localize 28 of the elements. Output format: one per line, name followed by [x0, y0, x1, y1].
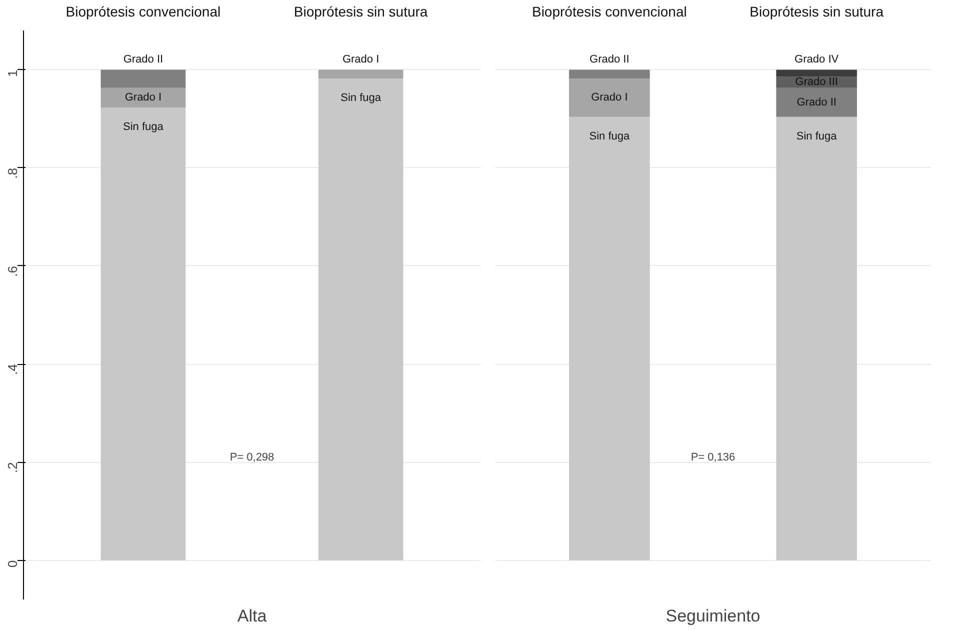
text: Sin fuga	[340, 92, 382, 104]
series-label: Grado IV	[794, 54, 840, 66]
y-tick-label: 0	[5, 560, 20, 568]
series-label: Grado I	[124, 92, 162, 104]
text: Grado II	[796, 96, 836, 108]
text: Sin fuga	[796, 130, 837, 142]
x-axis-title: Seguimiento	[666, 606, 760, 626]
bar	[569, 70, 650, 79]
series-label: Grado III	[795, 76, 838, 88]
series-label: Sin fuga	[589, 130, 630, 142]
bar	[776, 70, 857, 77]
bar	[776, 88, 857, 117]
y-tick-label: .8	[5, 168, 20, 179]
bar	[569, 78, 650, 117]
series-label: Grado II	[123, 54, 164, 66]
series-label: Grado I	[591, 92, 628, 104]
bar	[776, 116, 857, 560]
annotation: P= 0,136	[690, 451, 736, 464]
x-axis-title: Alta	[237, 606, 268, 626]
y-tick-label: 1	[5, 70, 20, 77]
bar	[569, 116, 650, 560]
annotation: P= 0,298	[230, 451, 274, 464]
y-tick-label: .2	[5, 462, 20, 473]
text: Grado I	[342, 54, 380, 66]
y-tick-label: .6	[5, 266, 20, 277]
y-tick-label: .4	[5, 364, 20, 375]
series-label: Grado II	[590, 54, 630, 66]
series-label: Sin fuga	[123, 121, 164, 134]
